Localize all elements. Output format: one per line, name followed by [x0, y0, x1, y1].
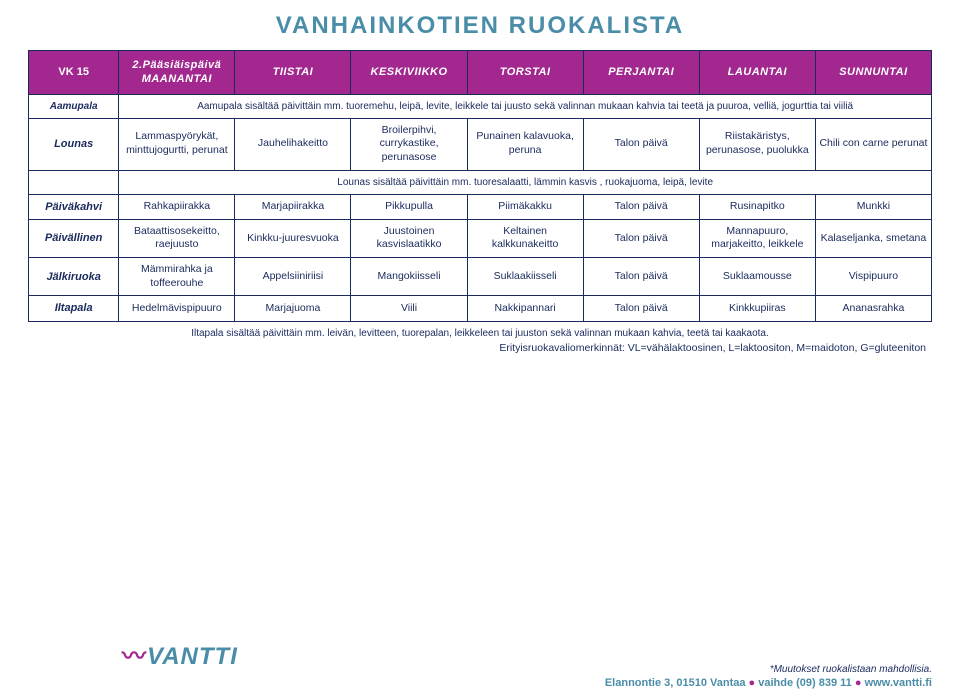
iltapala-sun: Ananasrahka [815, 296, 931, 321]
contact-line: Elannontie 3, 01510 Vantaa ● vaihde (09)… [28, 677, 932, 689]
separator-dot-icon: ● [749, 677, 759, 689]
lounas-thu: Punainen kalavuoka, peruna [467, 118, 583, 170]
contact-tel: vaihde (09) 839 11 [758, 677, 852, 689]
lounas-sun: Chili con carne perunat [815, 118, 931, 170]
paivallinen-sun: Kalaseljanka, smetana [815, 219, 931, 257]
day-fri: PERJANTAI [583, 51, 699, 95]
jalkiruoka-sun: Vispipuuro [815, 258, 931, 296]
menu-table: VK 15 2.Pääsiäispäivä MAANANTAI TIISTAI … [28, 50, 932, 322]
iltapala-mon: Hedelmävispipuuro [119, 296, 235, 321]
paivakahvi-thu: Piimäkakku [467, 194, 583, 219]
day-thu: TORSTAI [467, 51, 583, 95]
paivakahvi-tue: Marjapiirakka [235, 194, 351, 219]
iltapala-row: Iltapala Hedelmävispipuuro Marjajuoma Vi… [29, 296, 932, 321]
lounas-mon: Lammaspyörykät, minttujogurtti, perunat [119, 118, 235, 170]
contact-addr: Elannontie 3, 01510 Vantaa [605, 677, 746, 689]
header-row: VK 15 2.Pääsiäispäivä MAANANTAI TIISTAI … [29, 51, 932, 95]
lounas-label: Lounas [29, 118, 119, 170]
disclaimer-text: *Muutokset ruokalistaan mahdollisia. [28, 664, 932, 675]
day-sat: LAUANTAI [699, 51, 815, 95]
aamupala-row: Aamupala Aamupala sisältää päivittäin mm… [29, 94, 932, 118]
contact-web: www.vantti.fi [865, 677, 932, 689]
jalkiruoka-row: Jälkiruoka Mämmirahka ja toffeerouhe App… [29, 258, 932, 296]
day-mon: 2.Pääsiäispäivä MAANANTAI [119, 51, 235, 95]
paivakahvi-sun: Munkki [815, 194, 931, 219]
lounas-wed: Broilerpihvi, currykastike, perunasose [351, 118, 467, 170]
paivakahvi-fri: Talon päivä [583, 194, 699, 219]
lounas-sat: Riistakäristys, perunasose, puolukka [699, 118, 815, 170]
footer-bar: *Muutokset ruokalistaan mahdollisia. Ela… [28, 664, 932, 689]
jalkiruoka-thu: Suklaakiisseli [467, 258, 583, 296]
page-title: VANHAINKOTIEN RUOKALISTA [28, 12, 932, 40]
jalkiruoka-mon: Mämmirahka ja toffeerouhe [119, 258, 235, 296]
paivallinen-label: Päivällinen [29, 219, 119, 257]
lounas-row: Lounas Lammaspyörykät, minttujogurtti, p… [29, 118, 932, 170]
lounas-tue: Jauhelihakeitto [235, 118, 351, 170]
paivakahvi-wed: Pikkupulla [351, 194, 467, 219]
lounas-note-row: Lounas sisältää päivittäin mm. tuoresala… [29, 170, 932, 194]
day-wed: KESKIVIIKKO [351, 51, 467, 95]
jalkiruoka-tue: Appelsiiniriisi [235, 258, 351, 296]
jalkiruoka-fri: Talon päivä [583, 258, 699, 296]
jalkiruoka-label: Jälkiruoka [29, 258, 119, 296]
day-tue: TIISTAI [235, 51, 351, 95]
jalkiruoka-sat: Suklaamousse [699, 258, 815, 296]
iltapala-wed: Viili [351, 296, 467, 321]
iltapala-thu: Nakkipannari [467, 296, 583, 321]
paivakahvi-label: Päiväkahvi [29, 194, 119, 219]
jalkiruoka-wed: Mangokiisseli [351, 258, 467, 296]
week-cell: VK 15 [29, 51, 119, 95]
aamupala-label: Aamupala [29, 94, 119, 118]
day-sun: SUNNUNTAI [815, 51, 931, 95]
paivakahvi-sat: Rusinapitko [699, 194, 815, 219]
paivakahvi-row: Päiväkahvi Rahkapiirakka Marjapiirakka P… [29, 194, 932, 219]
iltapala-label: Iltapala [29, 296, 119, 321]
paivallinen-tue: Kinkku-juuresvuoka [235, 219, 351, 257]
lounas-note-blank [29, 170, 119, 194]
separator-dot-icon: ● [855, 677, 865, 689]
aamupala-note: Aamupala sisältää päivittäin mm. tuoreme… [119, 94, 932, 118]
paivallinen-sat: Mannapuuro, marjakeitto, leikkele [699, 219, 815, 257]
iltapala-footer-note: Iltapala sisältää päivittäin mm. leivän,… [28, 328, 932, 339]
paivallinen-fri: Talon päivä [583, 219, 699, 257]
paivakahvi-mon: Rahkapiirakka [119, 194, 235, 219]
paivallinen-wed: Juustoinen kasvislaatikko [351, 219, 467, 257]
paivallinen-mon: Bataattisosekeitto, raejuusto [119, 219, 235, 257]
paivallinen-row: Päivällinen Bataattisosekeitto, raejuust… [29, 219, 932, 257]
iltapala-tue: Marjajuoma [235, 296, 351, 321]
iltapala-sat: Kinkkupiiras [699, 296, 815, 321]
lounas-fri: Talon päivä [583, 118, 699, 170]
paivallinen-thu: Keltainen kalkkunakeitto [467, 219, 583, 257]
lounas-note: Lounas sisältää päivittäin mm. tuoresala… [119, 170, 932, 194]
iltapala-fri: Talon päivä [583, 296, 699, 321]
diet-note: Erityisruokavaliomerkinnät: VL=vähälakto… [28, 342, 932, 354]
